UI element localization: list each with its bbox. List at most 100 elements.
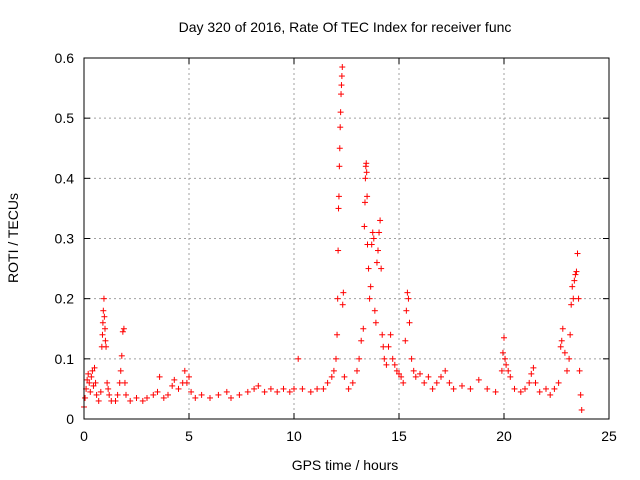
- data-point: [255, 382, 262, 389]
- data-point: [492, 388, 499, 395]
- x-tick-label: 10: [286, 428, 302, 444]
- y-tick-label: 0.6: [55, 50, 75, 66]
- data-point: [102, 325, 108, 332]
- data-point: [547, 391, 554, 398]
- data-point: [389, 355, 396, 362]
- data-point: [93, 391, 100, 398]
- data-point: [365, 265, 372, 272]
- data-point: [215, 391, 222, 398]
- data-point: [558, 337, 565, 344]
- data-point: [398, 373, 405, 380]
- data-point: [570, 295, 577, 302]
- data-point: [261, 388, 268, 395]
- data-points: [81, 64, 585, 413]
- data-point: [526, 379, 533, 386]
- data-point: [543, 385, 549, 392]
- data-point: [86, 379, 93, 386]
- data-point: [403, 307, 410, 314]
- data-point: [522, 385, 528, 392]
- chart-title: Day 320 of 2016, Rate Of TEC Index for r…: [179, 19, 512, 35]
- data-point: [354, 367, 360, 374]
- data-point: [385, 343, 392, 350]
- data-point: [314, 385, 321, 392]
- data-point: [340, 289, 347, 296]
- data-point: [334, 295, 341, 302]
- data-point: [442, 367, 449, 374]
- data-point: [112, 397, 119, 404]
- data-point: [410, 367, 417, 374]
- data-point: [118, 352, 125, 359]
- data-point: [338, 73, 345, 80]
- data-point: [251, 385, 258, 392]
- data-point: [361, 223, 368, 230]
- data-point: [369, 229, 376, 236]
- data-point: [150, 391, 157, 398]
- data-point: [267, 385, 274, 392]
- data-point: [484, 385, 491, 392]
- data-point: [405, 295, 412, 302]
- data-point: [324, 379, 331, 386]
- y-tick-label: 0.5: [55, 110, 75, 126]
- data-point: [433, 379, 440, 386]
- data-point: [507, 373, 514, 380]
- data-point: [373, 259, 380, 266]
- data-point: [97, 388, 104, 395]
- data-point: [338, 82, 345, 89]
- data-point: [156, 373, 163, 380]
- data-point: [223, 388, 230, 395]
- data-point: [192, 394, 199, 401]
- y-tick-label: 0.1: [55, 351, 75, 367]
- data-point: [569, 283, 576, 290]
- data-point: [99, 319, 106, 326]
- data-point: [408, 355, 415, 362]
- data-point: [528, 370, 535, 377]
- data-point: [396, 370, 402, 377]
- data-point: [114, 391, 121, 398]
- data-point: [532, 379, 539, 386]
- data-point: [198, 391, 205, 398]
- data-point: [89, 367, 96, 374]
- data-point: [568, 301, 575, 308]
- data-point: [330, 367, 337, 374]
- y-axis-label: ROTI / TECUs: [5, 193, 21, 283]
- grid-lines: [84, 58, 609, 419]
- data-point: [400, 379, 407, 386]
- data-point: [91, 364, 98, 371]
- y-tick-label: 0.4: [55, 170, 75, 186]
- data-point: [358, 337, 365, 344]
- data-point: [169, 382, 176, 389]
- data-point: [349, 379, 356, 386]
- x-axis-label: GPS time / hours: [292, 457, 399, 473]
- data-point: [567, 331, 574, 338]
- y-tick-label: 0.2: [55, 291, 75, 307]
- data-point: [402, 337, 409, 344]
- data-point: [368, 241, 375, 248]
- data-point: [228, 394, 234, 401]
- data-point: [175, 385, 182, 392]
- data-point: [335, 247, 342, 254]
- data-point: [92, 379, 99, 386]
- x-tick-label: 25: [601, 428, 617, 444]
- data-point: [361, 199, 368, 206]
- data-point: [82, 394, 89, 401]
- y-tick-label: 0: [66, 411, 74, 427]
- data-point: [446, 379, 453, 386]
- data-point: [121, 379, 128, 386]
- x-tick-label: 5: [185, 428, 193, 444]
- data-point: [559, 325, 566, 332]
- data-point: [123, 391, 129, 398]
- data-point: [366, 295, 373, 302]
- data-point: [336, 163, 343, 170]
- data-point: [459, 382, 465, 389]
- data-point: [119, 328, 126, 335]
- data-point: [291, 385, 297, 392]
- data-point: [551, 385, 558, 392]
- data-point: [133, 394, 140, 401]
- data-point: [181, 367, 188, 374]
- data-point: [339, 64, 346, 71]
- data-point: [364, 193, 371, 200]
- data-point: [370, 235, 377, 242]
- data-point: [417, 370, 423, 377]
- data-point: [88, 373, 95, 380]
- data-point: [307, 388, 314, 395]
